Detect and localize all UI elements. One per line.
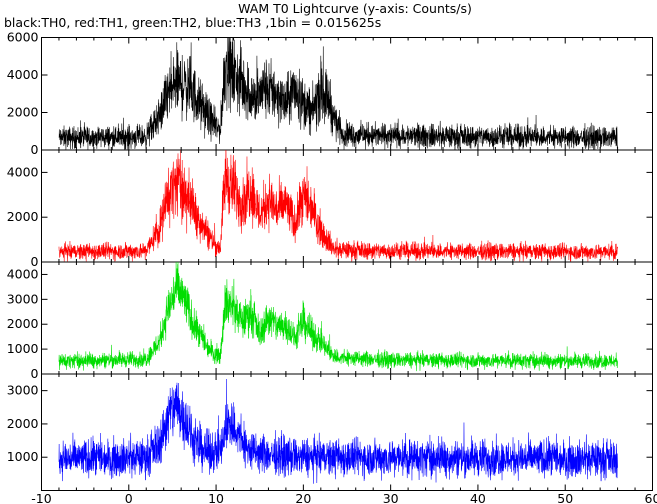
y-tick-label: 4000 [7, 164, 39, 179]
series-line-th0 [58, 37, 618, 150]
chart-subtitle: black:TH0, red:TH1, green:TH2, blue:TH3 … [4, 15, 381, 30]
x-tick-label: 10 [208, 491, 224, 504]
y-tick-label: 1000 [7, 341, 39, 356]
y-tick-label: 0 [31, 142, 39, 157]
panel-th3: 1000 2000 3000 [7, 373, 653, 484]
y-tick-label: 4000 [7, 67, 39, 82]
x-tick-label: -10 [31, 491, 51, 504]
panel-th2: 0 1000 2000 3000 4000 [7, 261, 653, 381]
x-tick-label: 50 [557, 491, 573, 504]
x-tick-label: 60 [645, 491, 657, 504]
y-tick-label: 4000 [7, 266, 39, 281]
panels-group: 0200040006000020004000010002000300040001… [7, 30, 653, 484]
series-line-th3 [58, 378, 618, 484]
plot-frame [41, 37, 653, 491]
x-axis: -10 0 10 20 30 40 50 60 [31, 37, 657, 504]
panel-th0: 0 2000 4000 6000 [7, 30, 653, 157]
y-tick-label: 2000 [7, 105, 39, 120]
chart-title: WAM T0 Lightcurve (y-axis: Counts/s) [238, 1, 472, 16]
x-tick-label: 20 [295, 491, 311, 504]
x-tick-label: 40 [470, 491, 486, 504]
series-line-th2 [58, 261, 618, 372]
y-tick-label: 6000 [7, 30, 39, 45]
y-tick-label: 3000 [7, 383, 39, 398]
x-tick-label: 30 [383, 491, 399, 504]
x-tick-label: 0 [125, 491, 133, 504]
y-tick-label: 1000 [7, 449, 39, 464]
y-tick-label: 0 [31, 366, 39, 381]
y-tick-label: 3000 [7, 291, 39, 306]
series-line-th1 [58, 149, 618, 262]
panel-th1: 0 2000 4000 [7, 149, 653, 269]
y-tick-label: 2000 [7, 416, 39, 431]
y-tick-label: 0 [31, 254, 39, 269]
y-tick-label: 2000 [7, 316, 39, 331]
y-tick-label: 2000 [7, 209, 39, 224]
